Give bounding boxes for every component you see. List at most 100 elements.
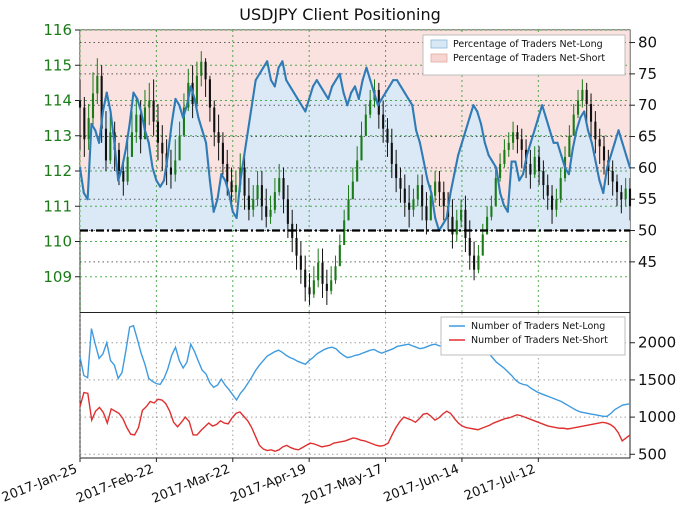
net-long-percentage-segment-49 bbox=[266, 60, 273, 82]
net-long-percentage-segment-75 bbox=[365, 66, 372, 82]
bottom-legend-label-0: Number of Traders Net-Long bbox=[471, 321, 605, 332]
usdjpy-candle-body-102 bbox=[520, 139, 523, 150]
net-long-percentage-segment-21 bbox=[159, 179, 166, 188]
usdjpy-candle-body-107 bbox=[542, 171, 545, 186]
usdjpy-candle-body-52 bbox=[304, 269, 307, 288]
usdjpy-candle-body-16 bbox=[148, 100, 151, 108]
usdjpy-candle-body-58 bbox=[330, 280, 333, 291]
usdjpy-candle-body-11 bbox=[126, 156, 129, 182]
net-long-percentage-segment-118 bbox=[529, 129, 536, 144]
right-axis-tick-label-4: 65 bbox=[638, 128, 657, 146]
net-long-percentage-segment-22 bbox=[162, 154, 169, 182]
usdjpy-candle-body-55 bbox=[317, 262, 320, 281]
usdjpy-candle-body-40 bbox=[252, 199, 255, 210]
net-long-percentage-segment-140 bbox=[613, 129, 620, 144]
net-long-percentage-segment-38 bbox=[224, 179, 231, 194]
usdjpy-candle-body-62 bbox=[347, 199, 350, 221]
bottom-right-axis-tick-label-0: 500 bbox=[638, 445, 667, 463]
usdjpy-candle-body-93 bbox=[481, 234, 484, 256]
net-long-percentage-segment-135 bbox=[594, 160, 601, 182]
net-long-percentage-segment-133 bbox=[586, 129, 593, 144]
usdjpy-candle-body-121 bbox=[602, 146, 606, 161]
usdjpy-candle-body-30 bbox=[208, 79, 211, 108]
usdjpy-candle-body-115 bbox=[576, 100, 580, 115]
usdjpy-candle-body-82 bbox=[434, 181, 437, 196]
net-long-percentage-segment-89 bbox=[418, 141, 425, 163]
usdjpy-candle-body-119 bbox=[594, 121, 597, 140]
net-long-percentage-segment-112 bbox=[506, 160, 513, 213]
right-axis-tick-label-3: 60 bbox=[638, 159, 657, 177]
net-long-percentage-segment-11 bbox=[120, 148, 127, 169]
right-axis-tick-label-0: 45 bbox=[638, 253, 657, 271]
net-long-percentage-segment-123 bbox=[548, 129, 555, 144]
net-long-percentage-segment-13 bbox=[128, 91, 135, 126]
net-long-percentage-segment-114 bbox=[514, 160, 521, 182]
usdjpy-candle-body-126 bbox=[624, 188, 627, 200]
usdjpy-candle-body-42 bbox=[260, 185, 263, 207]
number-traders-net-long-line bbox=[79, 324, 631, 418]
usdjpy-candle-body-89 bbox=[464, 209, 467, 238]
usdjpy-candle-body-22 bbox=[174, 160, 177, 175]
usdjpy-candle-body-125 bbox=[620, 192, 623, 200]
usdjpy-candle-body-67 bbox=[369, 100, 372, 115]
net-long-percentage-segment-14 bbox=[132, 91, 139, 100]
usdjpy-candle-body-19 bbox=[161, 142, 164, 154]
usdjpy-candle-body-32 bbox=[217, 132, 220, 143]
bottom-right-axis-tick-label-2: 1500 bbox=[638, 371, 676, 389]
net-long-percentage-segment-84 bbox=[399, 85, 406, 94]
usdjpy-candle-body-2 bbox=[87, 118, 90, 140]
usdjpy-candle-body-70 bbox=[382, 114, 385, 129]
usdjpy-candle-body-43 bbox=[265, 206, 268, 217]
net-long-percentage-segment-78 bbox=[376, 97, 383, 107]
usdjpy-candle-body-96 bbox=[494, 178, 497, 207]
usdjpy-candle-body-64 bbox=[356, 160, 359, 182]
left-axis-tick-label-1: 110 bbox=[43, 233, 72, 251]
usdjpy-candle-body-105 bbox=[533, 156, 536, 175]
usdjpy-candle-body-78 bbox=[416, 185, 419, 200]
net-long-percentage-segment-134 bbox=[590, 141, 597, 163]
net-long-percentage-segment-101 bbox=[464, 116, 471, 132]
net-long-percentage-segment-63 bbox=[319, 85, 326, 94]
usdjpy-candle-body-21 bbox=[169, 167, 172, 175]
usdjpy-candle-body-66 bbox=[364, 114, 367, 136]
net-long-percentage-segment-28 bbox=[185, 85, 192, 107]
usdjpy-candle-body-117 bbox=[585, 89, 588, 105]
usdjpy-candle-body-73 bbox=[395, 163, 398, 179]
usdjpy-candle-body-6 bbox=[104, 128, 108, 161]
net-long-percentage-segment-6 bbox=[101, 91, 108, 113]
usdjpy-candle-body-24 bbox=[182, 107, 185, 136]
net-long-percentage-segment-91 bbox=[426, 179, 433, 194]
net-long-percentage-segment-25 bbox=[174, 97, 181, 107]
net-long-percentage-segment-142 bbox=[621, 141, 628, 157]
bottom-legend-box bbox=[440, 316, 626, 356]
top-legend-swatch-1 bbox=[430, 53, 448, 63]
net-long-percentage-segment-97 bbox=[449, 173, 456, 194]
usdjpy-candle-body-56 bbox=[321, 262, 324, 284]
net-long-percentage-segment-43 bbox=[243, 129, 250, 157]
net-long-percentage-segment-117 bbox=[525, 141, 532, 157]
usdjpy-candle-body-86 bbox=[451, 216, 454, 235]
usdjpy-candle-body-13 bbox=[135, 114, 138, 133]
net-long-percentage-segment-24 bbox=[170, 97, 177, 126]
usdjpy-candle-body-65 bbox=[360, 135, 363, 161]
bottom-right-axis-tick-label-3: 2000 bbox=[638, 334, 676, 352]
usdjpy-candle-body-14 bbox=[139, 114, 142, 140]
bottom-right-axis-tick-label-1: 1000 bbox=[638, 408, 676, 426]
usdjpy-candle-body-51 bbox=[299, 255, 302, 270]
net-long-percentage-segment-42 bbox=[239, 154, 246, 182]
usdjpy-candle-body-108 bbox=[546, 185, 549, 196]
usdjpy-candle-body-15 bbox=[143, 107, 147, 140]
net-long-percentage-segment-15 bbox=[136, 97, 143, 113]
net-long-percentage-segment-106 bbox=[483, 141, 490, 157]
net-short-area bbox=[80, 30, 630, 231]
net-long-percentage-segment-37 bbox=[220, 173, 227, 182]
usdjpy-candle-body-7 bbox=[109, 132, 112, 161]
net-long-percentage-segment-65 bbox=[327, 85, 334, 100]
usdjpy-candle-body-3 bbox=[91, 93, 95, 119]
right-axis-tick-label-1: 50 bbox=[638, 222, 657, 240]
net-long-percentage-segment-80 bbox=[384, 85, 391, 94]
bottom-legend-label-1: Number of Traders Net-Short bbox=[471, 335, 608, 346]
net-long-percentage-segment-88 bbox=[415, 129, 421, 144]
net-long-percentage-segment-76 bbox=[369, 79, 376, 94]
net-long-percentage-segment-95 bbox=[441, 216, 448, 226]
